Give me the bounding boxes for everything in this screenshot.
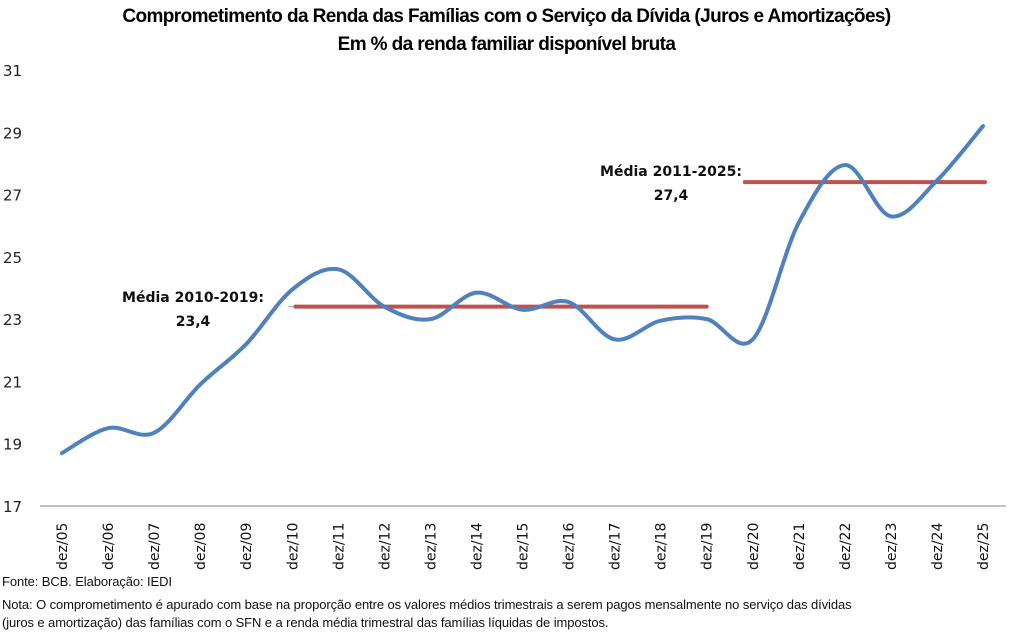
x-tick-label: dez/06 xyxy=(101,523,117,570)
x-tick-label: dez/24 xyxy=(930,523,946,570)
x-tick-label: dez/05 xyxy=(55,523,71,570)
data-point xyxy=(889,214,893,218)
x-tick-label: dez/19 xyxy=(700,523,716,570)
data-point xyxy=(751,337,755,341)
methodology-note-line-2: (juros e amortização) das famílias com o… xyxy=(2,615,609,630)
x-tick-label: dez/10 xyxy=(285,523,301,570)
mean-label-value: 23,4 xyxy=(176,314,211,330)
data-point xyxy=(935,179,939,183)
y-tick-label: 17 xyxy=(3,498,22,516)
x-tick-label: dez/23 xyxy=(884,523,900,570)
series-group xyxy=(60,124,985,456)
data-point xyxy=(705,317,709,321)
reference-lines xyxy=(288,180,987,309)
y-tick-label: 31 xyxy=(3,62,22,80)
series-line xyxy=(60,124,985,456)
data-point xyxy=(981,124,985,128)
data-point xyxy=(613,337,617,341)
x-tick-label: dez/12 xyxy=(377,523,393,570)
data-point xyxy=(244,342,248,346)
x-tick-label: dez/17 xyxy=(608,523,624,570)
x-tick-label: dez/07 xyxy=(147,523,163,570)
data-point xyxy=(474,291,478,295)
x-tick-label: dez/21 xyxy=(792,523,808,570)
y-tick-label: 19 xyxy=(3,436,22,454)
y-tick-label: 29 xyxy=(3,124,22,142)
x-tick-label: dez/16 xyxy=(562,523,578,570)
chart-title: Comprometimento da Renda das Famílias co… xyxy=(122,6,891,27)
x-tick-label: dez/20 xyxy=(746,523,762,570)
x-tick-label: dez/18 xyxy=(654,523,670,570)
data-point xyxy=(198,383,202,387)
data-point xyxy=(382,305,386,309)
data-point xyxy=(843,163,847,167)
data-point xyxy=(428,317,432,321)
data-point xyxy=(106,426,110,430)
data-point xyxy=(60,451,64,455)
annotations: Média 2010-2019: 23,4 Média 2011-2025: 27,4 xyxy=(122,164,742,330)
x-tick-label: dez/09 xyxy=(239,523,255,570)
x-tick-label: dez/13 xyxy=(423,523,439,570)
x-axis: dez/05 dez/06 dez/07 dez/08 dez/09 dez/10 dez/… xyxy=(55,523,992,570)
data-point xyxy=(521,308,525,312)
mean-label-value: 27,4 xyxy=(654,188,689,204)
x-tick-label: dez/22 xyxy=(838,523,854,570)
data-point xyxy=(290,288,294,292)
y-tick-label: 23 xyxy=(3,311,22,329)
mean-label-title: Média 2010-2019: xyxy=(122,290,264,306)
x-tick-label: dez/15 xyxy=(516,523,532,570)
data-point xyxy=(797,221,801,225)
data-point xyxy=(152,431,156,435)
data-point xyxy=(659,319,663,323)
x-tick-label: dez/11 xyxy=(331,523,347,570)
y-axis: 17 19 21 23 25 27 29 31 xyxy=(3,62,22,516)
source-note: Fonte: BCB. Elaboração: IEDI xyxy=(2,574,172,589)
y-tick-label: 27 xyxy=(3,187,22,205)
x-tick-label: dez/25 xyxy=(976,523,992,570)
chart-subtitle: Em % da renda familiar disponível bruta xyxy=(337,34,676,55)
y-tick-label: 25 xyxy=(3,249,22,267)
mean-label-title: Média 2011-2025: xyxy=(600,164,742,180)
x-tick-label: dez/14 xyxy=(469,523,485,570)
data-point xyxy=(336,267,340,271)
methodology-note-line-1: Nota: O comprometimento é apurado com ba… xyxy=(2,597,852,612)
y-tick-label: 21 xyxy=(3,373,22,391)
data-point xyxy=(567,300,571,304)
x-tick-label: dez/08 xyxy=(193,523,209,570)
